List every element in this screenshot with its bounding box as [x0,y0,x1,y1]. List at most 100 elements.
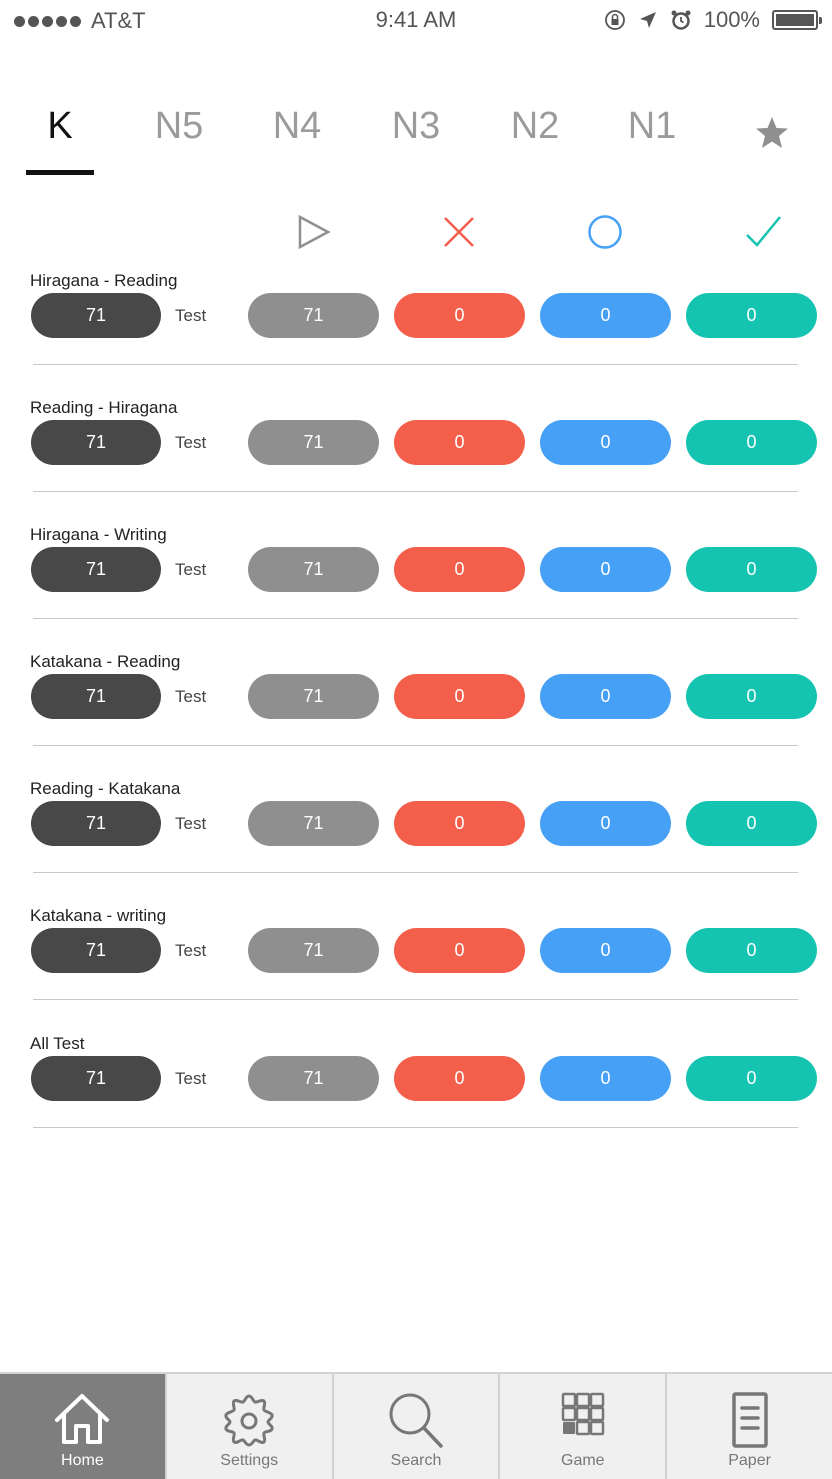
total-count-pill[interactable]: 71 [31,420,161,465]
home-icon [55,1394,110,1444]
list-item: Hiragana - Writing 71 Test 71 0 0 0 [0,525,832,652]
tab-game[interactable]: Game [500,1374,668,1479]
row-label: All Test [30,1034,85,1053]
partial-count-pill[interactable]: 0 [540,293,671,338]
star-icon[interactable] [752,113,792,153]
divider [33,1127,798,1128]
test-button[interactable]: Test [175,814,207,833]
total-count-pill[interactable]: 71 [31,674,161,719]
remaining-count-pill[interactable]: 71 [248,928,379,973]
test-button[interactable]: Test [175,687,207,706]
correct-count-pill[interactable]: 0 [686,928,817,973]
column-header-icons [0,212,832,252]
remaining-count-pill[interactable]: 71 [248,674,379,719]
battery-icon [772,10,822,30]
tab-settings[interactable]: Settings [167,1374,334,1479]
list-item: Hiragana - Reading 71 Test 71 0 0 0 [0,271,832,398]
tab-search[interactable]: Search [334,1374,501,1479]
tab-label: Game [561,1452,605,1469]
tab-k[interactable]: K [47,105,73,147]
list-item: All Test 71 Test 71 0 0 0 [0,1034,832,1161]
document-icon [731,1392,768,1448]
divider [33,618,798,619]
tab-n3[interactable]: N3 [391,105,441,147]
alarm-icon [671,10,691,30]
signal-strength-icon [14,15,81,27]
tab-label: Home [61,1452,104,1469]
search-icon [389,1393,443,1448]
partial-count-pill[interactable]: 0 [540,928,671,973]
divider [33,999,798,1000]
total-count-pill[interactable]: 71 [31,928,161,973]
partial-count-pill[interactable]: 0 [540,801,671,846]
partial-count-pill[interactable]: 0 [540,420,671,465]
test-button[interactable]: Test [175,306,207,325]
divider [33,872,798,873]
check-icon [746,216,781,247]
list-item: Reading - Katakana 71 Test 71 0 0 0 [0,779,832,906]
tab-n4[interactable]: N4 [272,105,322,147]
tab-label: Search [390,1452,442,1469]
total-count-pill[interactable]: 71 [31,293,161,338]
carrier-name: AT&T [91,8,146,33]
remaining-count-pill[interactable]: 71 [248,420,379,465]
tab-n5[interactable]: N5 [154,105,204,147]
tab-paper[interactable]: Paper [667,1374,832,1479]
remaining-count-pill[interactable]: 71 [248,801,379,846]
row-label: Reading - Hiragana [30,398,178,417]
tab-n2[interactable]: N2 [510,105,560,147]
tab-n1[interactable]: N1 [627,105,677,147]
correct-count-pill[interactable]: 0 [686,1056,817,1101]
list-item: Reading - Hiragana 71 Test 71 0 0 0 [0,398,832,525]
divider [33,491,798,492]
list-item: Katakana - writing 71 Test 71 0 0 0 [0,906,832,1033]
play-icon [298,214,331,250]
wrong-count-pill[interactable]: 0 [394,293,525,338]
battery-percent: 100% [703,7,760,32]
list-item: Katakana - Reading 71 Test 71 0 0 0 [0,652,832,779]
total-count-pill[interactable]: 71 [31,801,161,846]
wrong-count-pill[interactable]: 0 [394,1056,525,1101]
row-label: Reading - Katakana [30,779,181,798]
row-label: Hiragana - Writing [30,525,167,544]
row-label: Katakana - writing [30,906,167,925]
correct-count-pill[interactable]: 0 [686,420,817,465]
wrong-count-pill[interactable]: 0 [394,801,525,846]
tab-label: Settings [220,1452,279,1469]
total-count-pill[interactable]: 71 [31,1056,161,1101]
divider [33,364,798,365]
tab-label: Paper [728,1452,771,1469]
correct-count-pill[interactable]: 0 [686,801,817,846]
partial-count-pill[interactable]: 0 [540,1056,671,1101]
total-count-pill[interactable]: 71 [31,547,161,592]
partial-count-pill[interactable]: 0 [540,547,671,592]
correct-count-pill[interactable]: 0 [686,293,817,338]
test-button[interactable]: Test [175,941,207,960]
wrong-count-pill[interactable]: 0 [394,674,525,719]
remaining-count-pill[interactable]: 71 [248,293,379,338]
correct-count-pill[interactable]: 0 [686,547,817,592]
test-button[interactable]: Test [175,560,207,579]
location-arrow-icon [639,12,656,28]
wrong-count-pill[interactable]: 0 [394,928,525,973]
wrong-count-pill[interactable]: 0 [394,547,525,592]
status-time: 9:41 AM [375,7,457,32]
status-bar: AT&T 9:41 AM 100% [0,0,832,40]
gear-icon [224,1394,274,1447]
test-button[interactable]: Test [175,433,207,452]
remaining-count-pill[interactable]: 71 [248,1056,379,1101]
wrong-count-pill[interactable]: 0 [394,420,525,465]
row-label: Hiragana - Reading [30,271,178,290]
wrong-x-icon [444,217,474,247]
tab-home[interactable]: Home [0,1374,167,1479]
active-tab-indicator [26,170,94,175]
correct-count-pill[interactable]: 0 [686,674,817,719]
rotation-lock-icon [604,10,625,30]
test-button[interactable]: Test [175,1069,207,1088]
remaining-count-pill[interactable]: 71 [248,547,379,592]
divider [33,745,798,746]
level-tabs: K N5 N4 N3 N2 N1 [0,105,832,175]
partial-count-pill[interactable]: 0 [540,674,671,719]
row-label: Katakana - Reading [30,652,181,671]
bottom-tab-bar: Home Settings Search Game Pape [0,1372,832,1479]
